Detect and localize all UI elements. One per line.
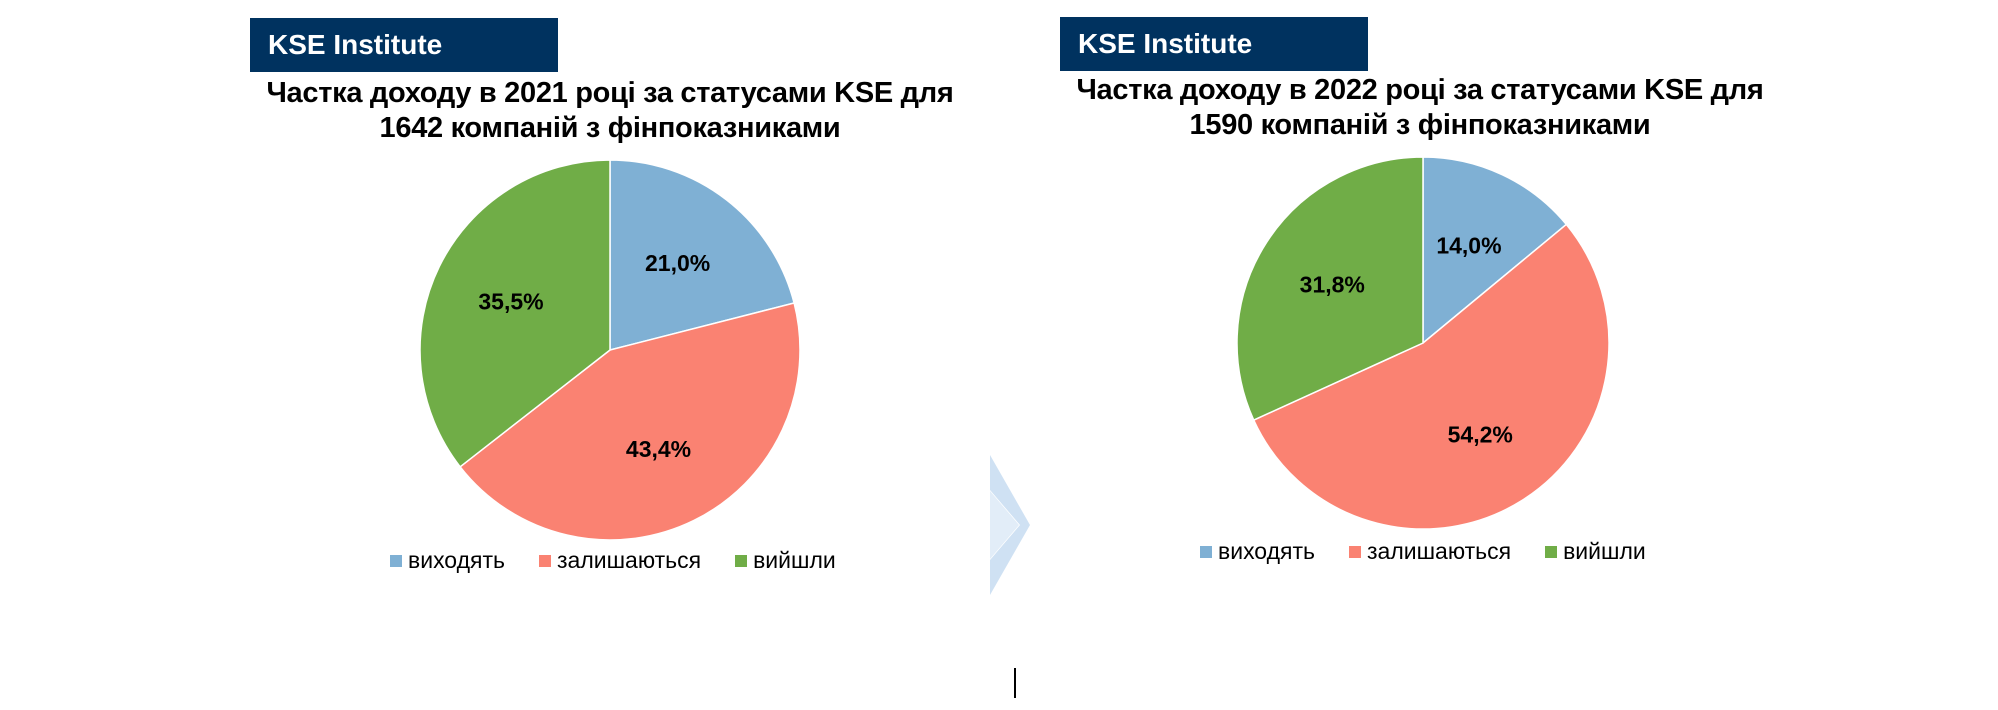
kse-institute-badge: KSE Institute [1060,17,1368,71]
chart-title-line-2: 1642 компаній з фінпоказниками [379,112,841,144]
kse-institute-badge: KSE Institute [250,18,558,72]
text-cursor [1014,668,1016,698]
legend-item-0: виходять [390,547,505,574]
legend-label: залишаються [1367,538,1512,564]
data-label-0: 21,0% [645,250,710,276]
data-label-0: 14,0% [1436,232,1501,258]
chart-legend: виходять залишаються вийшли [1200,538,1646,565]
chart-title-line-1: Частка доходу в 2022 році за статусами K… [1076,74,1764,106]
pie-slice-2 [419,159,611,468]
legend-swatch [390,554,402,567]
chart-legend: виходять залишаються вийшли [390,547,836,574]
legend-swatch [1349,545,1361,558]
pie-chart-2021: 21,0% 43,4% 35,5% [419,159,801,541]
data-label-1: 54,2% [1448,421,1513,447]
data-label-1: 43,4% [626,436,691,462]
chart-title-line-1: Частка доходу в 2021 році за статусами K… [266,77,954,109]
pie-slice-0 [609,159,796,351]
legend-label: виходять [408,547,505,573]
chevron-right-arrow-icon [990,455,1030,595]
legend-swatch [735,554,748,567]
pie-chart-2022: 14,0% 54,2% 31,8% [1236,156,1610,530]
legend-item-2: вийшли [735,547,836,574]
pie-slice-1 [1252,223,1610,530]
legend-item-0: виходять [1200,538,1315,565]
legend-swatch [1200,545,1212,558]
chart-title-line-2: 1590 компаній з фінпоказниками [1189,109,1651,141]
chart-title: Частка доходу в 2021 році за статусами K… [230,76,990,146]
legend-label: вийшли [753,547,836,573]
pie-slice-1 [459,302,801,541]
legend-label: виходять [1218,538,1315,564]
chart-title: Частка доходу в 2022 році за статусами K… [1040,73,1800,143]
data-label-2: 31,8% [1300,272,1365,298]
legend-label: залишаються [557,547,702,573]
pie-slice-2 [1236,156,1424,422]
legend-item-1: залишаються [1349,538,1511,565]
pie-slice-0 [1422,156,1568,345]
legend-item-2: вийшли [1545,538,1646,565]
legend-swatch [539,554,551,567]
legend-label: вийшли [1563,538,1646,564]
legend-swatch [1545,545,1558,558]
data-label-2: 35,5% [478,289,543,315]
legend-item-1: залишаються [539,547,701,574]
